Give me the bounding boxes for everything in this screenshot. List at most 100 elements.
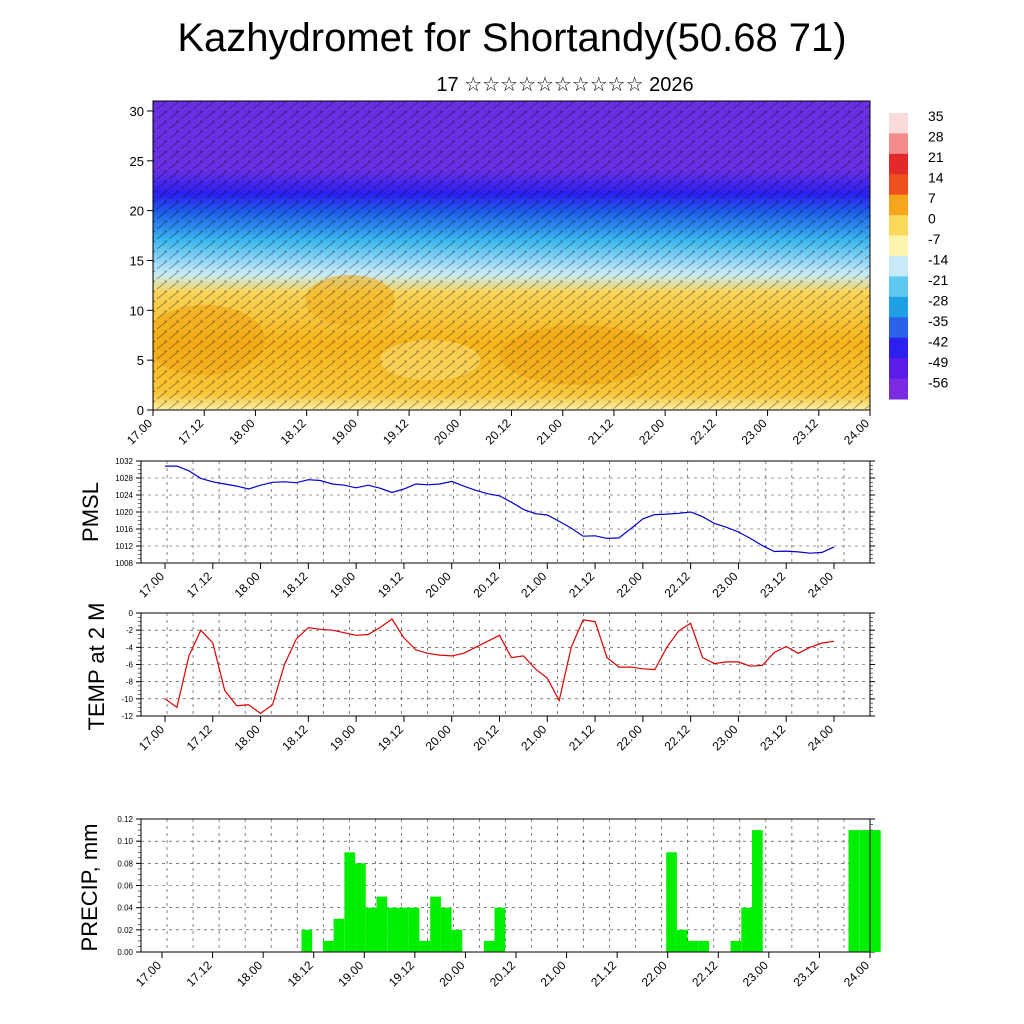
cross-section-xtick-label: 17.00 [124,416,155,447]
temp-ytick-label: -6 [126,661,134,670]
temp-xtick-label: 19.00 [327,722,358,753]
pmsl-xtick-label: 23.12 [757,569,788,600]
pmsl-ytick-label: 1028 [115,474,133,483]
colorbar-segment [889,133,908,155]
temp-xtick-label: 21.12 [566,722,597,753]
pmsl-xtick-label: 21.12 [566,569,597,600]
pmsl-xtick-label: 22.12 [662,569,693,600]
cross-section-ytick-label: 30 [130,104,144,119]
cross-section-panel: 0 5 10 15 20 25 30 17.00 17.12 18.00 18.12 19.00 19.… [124,100,872,447]
temp-xtick-label: 23.00 [709,722,740,753]
colorbar-label: 21 [928,149,944,165]
precip-xtick-label: 17.00 [133,958,164,989]
colorbar-segment [889,113,908,134]
precip-xtick-label: 18.00 [234,958,265,989]
colorbar-segment [889,235,908,257]
precip-bar [440,907,452,952]
precip-bar [301,929,313,952]
temp-series-line [164,618,835,715]
colorbar-label: -7 [928,231,941,247]
precip-ytick-label: 0.06 [117,882,133,891]
colorbar-label: 14 [928,170,944,186]
precip-bar [666,852,677,953]
colorbar-segment [889,276,908,298]
colorbar-segment [889,358,908,380]
precip-bar [398,907,409,952]
precip-bar [752,830,763,952]
colorbar-label: -21 [928,272,948,288]
cross-section-ytick-label: 20 [130,204,144,219]
cross-section-xtick-label: 22.00 [636,416,667,447]
pmsl-xtick-label: 17.00 [136,569,167,600]
cross-section-xtick-label: 24.00 [841,416,872,447]
cross-section-xtick-label: 19.00 [329,416,360,447]
precipitation-panel: 0.12 0.10 0.08 0.06 0.04 0.02 0.00 PRECIP, mm 17… [77,815,881,989]
temp-xtick-label: 18.12 [279,722,310,753]
precip-xtick-label: 23.12 [790,958,821,989]
cross-section-xtick-label: 18.00 [226,416,257,447]
precip-bar [741,907,752,952]
cross-section-xtick-label: 21.00 [534,416,565,447]
temp-axis-label: TEMP at 2 M [84,603,109,731]
precip-xtick-label: 22.00 [639,958,670,989]
cross-section-ytick-label: 25 [130,154,144,169]
precip-ytick-label: 0.00 [117,948,133,957]
colorbar-segment [889,256,908,277]
precip-ytick-label: 0.02 [117,926,133,935]
temp-xtick-label: 17.00 [136,722,167,753]
pmsl-ytick-label: 1008 [115,559,133,568]
pmsl-panel: 1032 1028 1024 1020 1016 1012 1008 PMSL 17.00 17.… [78,457,875,600]
temp-xtick-label: 23.12 [757,722,788,753]
cross-section-xtick-label: 23.00 [739,416,770,447]
pmsl-xtick-label: 23.00 [709,569,740,600]
colorbar-segment [889,174,908,196]
pmsl-xtick-label: 19.12 [375,569,406,600]
colorbar-label: 35 [928,108,944,124]
colorbar-segment [889,337,908,359]
precip-frame-outline [140,818,871,953]
cross-section-ytick-label: 10 [130,303,144,318]
chart-subtitle: 17 ☆☆☆☆☆☆☆☆☆☆ 2026 [436,74,694,96]
precip-bar [387,907,398,952]
pmsl-xtick-label: 18.12 [279,569,310,600]
cross-section-ytick-label: 5 [137,353,144,368]
cross-section-xtick-label: 19.12 [380,416,411,447]
pmsl-ytick-label: 1012 [115,542,133,551]
pmsl-ytick-label: 1020 [115,508,133,517]
temp-ytick-label: -2 [126,626,134,635]
precip-xtick-label: 23.00 [740,958,771,989]
precip-xtick-label: 21.12 [588,958,619,989]
cross-section-xtick-label: 22.12 [687,416,718,447]
temp-xtick-label: 20.00 [423,722,454,753]
precip-bar [859,830,870,952]
cross-section-xtick-label: 21.12 [585,416,616,447]
temp-xtick-label: 19.12 [375,722,406,753]
temp-xtick-label: 22.00 [614,722,645,753]
precip-bar [322,940,334,952]
temp-xtick-label: 21.00 [518,722,549,753]
pmsl-xtick-label: 19.00 [327,569,358,600]
precip-ytick-label: 0.10 [117,837,133,846]
colorbar-segment [889,296,908,318]
pmsl-ytick-label: 1032 [115,457,133,466]
cross-section-xtick-label: 20.12 [482,416,513,447]
precip-bar [419,940,431,952]
colorbar-segment [889,153,908,175]
precip-bar [483,940,495,952]
precip-xtick-label: 20.00 [436,958,467,989]
chart-title: Kazhydromet for Shortandy(50.68 71) [177,16,847,60]
precip-bar [698,940,710,952]
cross-section-ytick-label: 15 [130,253,144,268]
wind-barbs [153,101,870,410]
precip-bar [408,907,420,952]
cross-section-xtick-label: 17.12 [175,416,206,447]
precip-bar [848,830,860,952]
colorbar-segment [889,378,908,400]
pmsl-xtick-label: 18.00 [232,569,263,600]
temp-xtick-label: 22.12 [662,722,693,753]
pmsl-axis-label: PMSL [78,482,103,542]
temp-xtick-label: 24.00 [805,722,836,753]
pmsl-xtick-label: 21.00 [518,569,549,600]
temp-ytick-label: 0 [129,609,134,618]
precip-bar [355,863,366,952]
